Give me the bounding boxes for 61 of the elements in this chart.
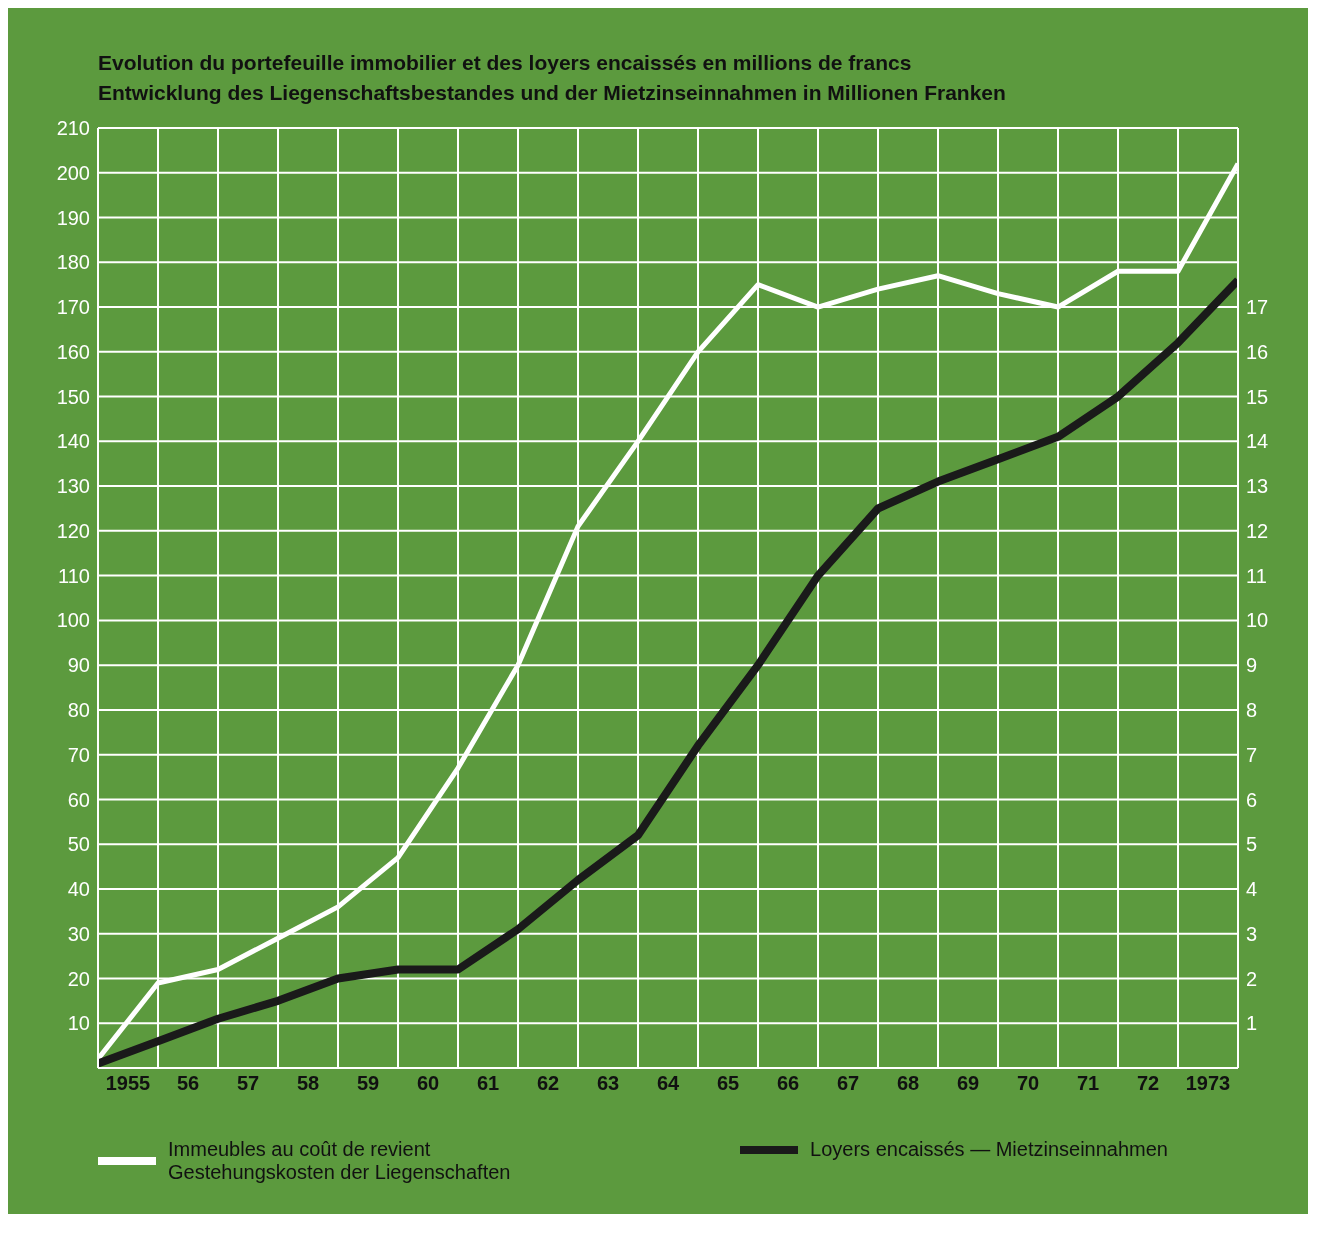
x-tick-label: 67 xyxy=(836,1072,860,1095)
y2-tick-label: 15 xyxy=(1246,385,1269,408)
x-tick-label: 66 xyxy=(776,1072,800,1095)
chart-subtitle: Entwicklung des Liegenschaftsbestandes und der Mietzinseinnahmen in Millionen Franken xyxy=(98,80,1007,106)
y2-tick-label: 13 xyxy=(1246,475,1269,498)
y-tick-label: 40 xyxy=(67,878,90,901)
y2-tick-label: 1 xyxy=(1246,1012,1258,1035)
x-tick-label: 57 xyxy=(236,1072,260,1095)
y-tick-label: 80 xyxy=(67,699,90,721)
y-tick-label: 190 xyxy=(56,206,90,229)
y-tick-label: 50 xyxy=(67,833,90,856)
y-tick-label: 70 xyxy=(67,743,90,766)
y-tick-label: 200 xyxy=(56,161,90,184)
y-tick-label: 170 xyxy=(56,296,90,319)
y-tick-label: 140 xyxy=(56,430,90,453)
y2-tick-label: 10 xyxy=(1246,609,1269,632)
y-tick-label: 150 xyxy=(56,385,90,408)
y-tick-label: 210 xyxy=(56,117,90,140)
y2-tick-label: 16 xyxy=(1246,340,1269,363)
y2-tick-label: 2 xyxy=(1246,967,1258,990)
y2-tick-label: 3 xyxy=(1246,922,1258,945)
x-tick-label: 70 xyxy=(1016,1072,1040,1095)
x-tick-label: 63 xyxy=(596,1072,620,1095)
x-tick-label: 56 xyxy=(176,1072,200,1095)
y-tick-label: 90 xyxy=(67,654,90,677)
y-tick-label: 30 xyxy=(67,922,90,945)
y-tick-label: 160 xyxy=(56,340,90,363)
y2-tick-label: 11 xyxy=(1246,564,1267,587)
y-tick-label: 110 xyxy=(58,564,90,587)
y2-tick-label: 6 xyxy=(1246,788,1258,811)
y2-tick-label: 8 xyxy=(1246,699,1258,721)
x-tick-label: 69 xyxy=(956,1072,980,1095)
x-tick-label: 1973 xyxy=(1185,1072,1231,1095)
chart-title: Evolution du portefeuille immobilier et des loyers encaissés en millions de francs xyxy=(98,50,913,76)
x-tick-label: 61 xyxy=(476,1072,500,1095)
x-tick-label: 72 xyxy=(1136,1072,1160,1095)
y-tick-label: 20 xyxy=(67,967,90,990)
y2-tick-label: 4 xyxy=(1246,878,1258,901)
x-tick-label: 1955 xyxy=(105,1072,151,1095)
y2-tick-label: 14 xyxy=(1246,430,1269,453)
y-tick-label: 100 xyxy=(56,609,90,632)
x-tick-label: 62 xyxy=(536,1072,560,1095)
y-tick-label: 60 xyxy=(67,788,90,811)
x-tick-label: 68 xyxy=(896,1072,920,1095)
y-tick-label: 10 xyxy=(67,1012,90,1035)
x-tick-label: 58 xyxy=(296,1072,320,1095)
x-tick-label: 71 xyxy=(1076,1072,1100,1095)
y-tick-label: 120 xyxy=(56,519,90,542)
legend-label: Immeubles au coût de revient Gestehungskosten der Liegenschaften xyxy=(168,1138,511,1184)
legend-label: Loyers encaissés — Mietzinseinnahmen xyxy=(810,1138,1168,1161)
y-tick-label: 130 xyxy=(56,475,90,498)
x-tick-label: 59 xyxy=(356,1072,380,1095)
y-tick-label: 180 xyxy=(56,251,90,274)
y2-tick-label: 7 xyxy=(1246,743,1258,766)
y2-tick-label: 9 xyxy=(1246,654,1258,677)
x-tick-label: 60 xyxy=(416,1072,440,1095)
y2-tick-label: 12 xyxy=(1246,519,1269,542)
y2-tick-label: 17 xyxy=(1246,296,1269,319)
y2-tick-label: 5 xyxy=(1246,833,1258,856)
x-tick-label: 65 xyxy=(716,1072,740,1095)
x-tick-label: 64 xyxy=(656,1072,680,1095)
